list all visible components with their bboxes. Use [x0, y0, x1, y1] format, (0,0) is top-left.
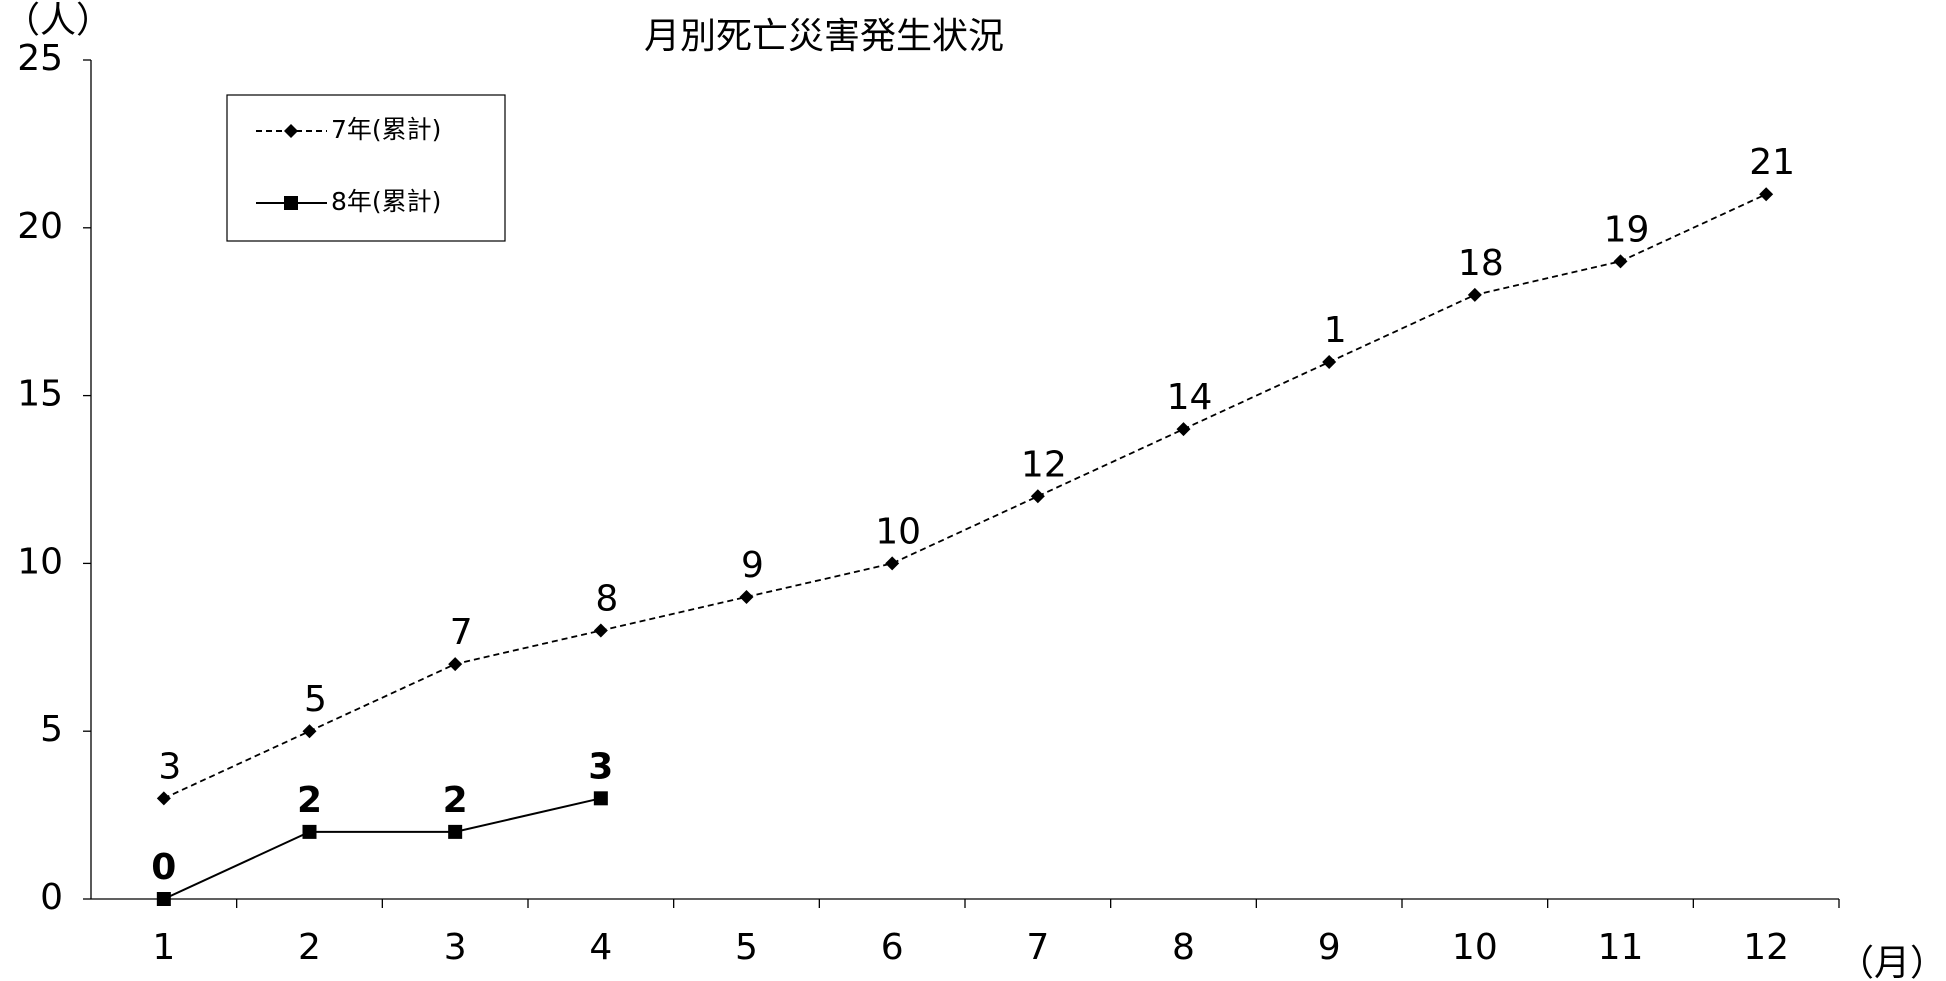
x-tick-label: 6	[881, 927, 904, 968]
y-axis-label: （人）	[4, 0, 112, 41]
data-label: 2	[443, 780, 468, 821]
data-point	[1322, 355, 1337, 370]
series-line	[163, 797, 602, 900]
data-label: 5	[304, 679, 327, 720]
data-label: 10	[875, 511, 921, 552]
y-tick-label: 25	[17, 38, 63, 79]
data-point	[739, 589, 754, 604]
data-label: 18	[1458, 243, 1504, 284]
series-line	[163, 193, 1767, 800]
y-tick-label: 10	[17, 541, 63, 582]
data-label: 3	[158, 746, 181, 787]
y-tick-label: 20	[17, 206, 63, 247]
x-tick-label: 11	[1598, 927, 1644, 968]
x-tick-label: 12	[1743, 927, 1789, 968]
x-tick-label: 4	[589, 927, 612, 968]
data-point	[593, 623, 608, 638]
data-label: 21	[1749, 142, 1795, 183]
y-tick-label: 0	[40, 877, 63, 918]
data-point	[1759, 187, 1774, 202]
chart-title: 月別死亡災害発生状況	[644, 16, 1004, 57]
data-point	[448, 657, 463, 672]
data-label: 2	[297, 780, 322, 821]
data-point	[1467, 287, 1482, 302]
legend-label: 7年(累計)	[331, 115, 441, 144]
data-point	[302, 724, 317, 739]
data-point	[1176, 422, 1191, 437]
data-label: 0	[151, 847, 176, 888]
x-tick-label: 5	[735, 927, 758, 968]
data-label: 9	[741, 545, 764, 586]
legend-marker	[284, 196, 298, 210]
data-point	[448, 824, 463, 839]
data-point	[593, 791, 608, 806]
data-label: 19	[1604, 209, 1650, 250]
x-tick-label: 2	[298, 927, 321, 968]
data-point	[302, 824, 317, 839]
data-label: 3	[588, 746, 613, 787]
data-point	[156, 892, 171, 906]
x-tick-label: 1	[152, 927, 175, 968]
x-tick-label: 10	[1452, 927, 1498, 968]
data-label: 8	[595, 579, 618, 620]
data-point	[156, 791, 171, 806]
x-tick-label: 8	[1172, 927, 1195, 968]
x-tick-label: 3	[444, 927, 467, 968]
data-point	[885, 556, 900, 571]
legend-label: 8年(累計)	[331, 187, 441, 216]
data-label: 14	[1167, 377, 1213, 418]
data-label: 7	[450, 612, 473, 653]
data-point	[1613, 254, 1628, 269]
x-tick-label: 9	[1318, 927, 1341, 968]
data-label: 12	[1021, 444, 1067, 485]
y-tick-label: 5	[40, 709, 63, 750]
y-tick-label: 15	[17, 374, 63, 415]
data-label: 1	[1324, 310, 1347, 351]
x-axis-label: （月）	[1838, 943, 1946, 981]
legend-box	[226, 94, 506, 242]
data-point	[1030, 489, 1045, 504]
legend-marker	[284, 124, 298, 138]
x-tick-label: 7	[1026, 927, 1049, 968]
